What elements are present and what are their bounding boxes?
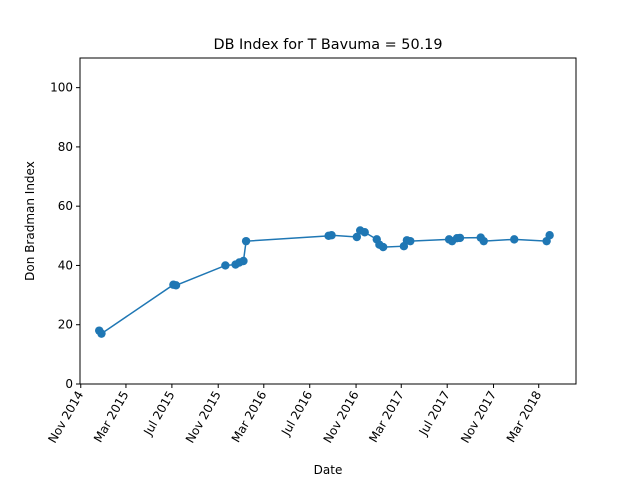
y-tick-label: 60: [58, 199, 73, 213]
x-tick-label: Mar 2016: [229, 389, 270, 445]
data-point: [171, 281, 181, 290]
data-point: [479, 236, 488, 246]
data-point: [327, 231, 336, 240]
chart-title: DB Index for T Bavuma = 50.19: [213, 37, 442, 53]
y-axis-label: Don Bradman Index: [23, 161, 37, 281]
y-tick-label: 20: [58, 318, 73, 332]
x-tick-label: Jul 2017: [416, 389, 453, 439]
data-point: [455, 233, 465, 243]
data-point: [360, 228, 369, 237]
data-point: [378, 242, 388, 252]
x-tick-label: Nov 2017: [458, 388, 499, 445]
data-point: [239, 256, 248, 266]
y-axis-ticks: 0 20 40 60 80 100: [50, 81, 80, 391]
data-point: [241, 236, 251, 246]
x-axis-ticks: Nov 2014 Mar 2015 Jul 2015 Nov 2015 Mar 2016…: [45, 384, 544, 446]
x-tick-label: Mar 2018: [504, 389, 545, 445]
series-area: [95, 226, 554, 338]
series-line: [98, 229, 551, 335]
x-tick-label: Jul 2016: [278, 389, 315, 439]
x-tick-label: Nov 2014: [45, 389, 86, 446]
plot-frame: [79, 57, 577, 385]
data-point: [406, 236, 415, 246]
y-tick-label: 80: [58, 140, 73, 154]
x-tick-label: Nov 2015: [183, 389, 224, 446]
data-point: [545, 231, 554, 240]
x-tick-label: Nov 2016: [321, 389, 362, 446]
data-point: [97, 329, 106, 338]
y-tick-label: 40: [58, 258, 73, 272]
x-tick-label: Mar 2015: [91, 389, 132, 445]
y-tick-label: 100: [50, 81, 73, 95]
data-point: [510, 235, 519, 244]
x-tick-label: Jul 2015: [140, 389, 177, 439]
data-point: [221, 261, 230, 270]
y-tick-label: 0: [65, 377, 73, 391]
data-point: [352, 232, 362, 242]
x-tick-label: Mar 2017: [366, 389, 407, 445]
x-axis-label: Date: [314, 463, 343, 477]
